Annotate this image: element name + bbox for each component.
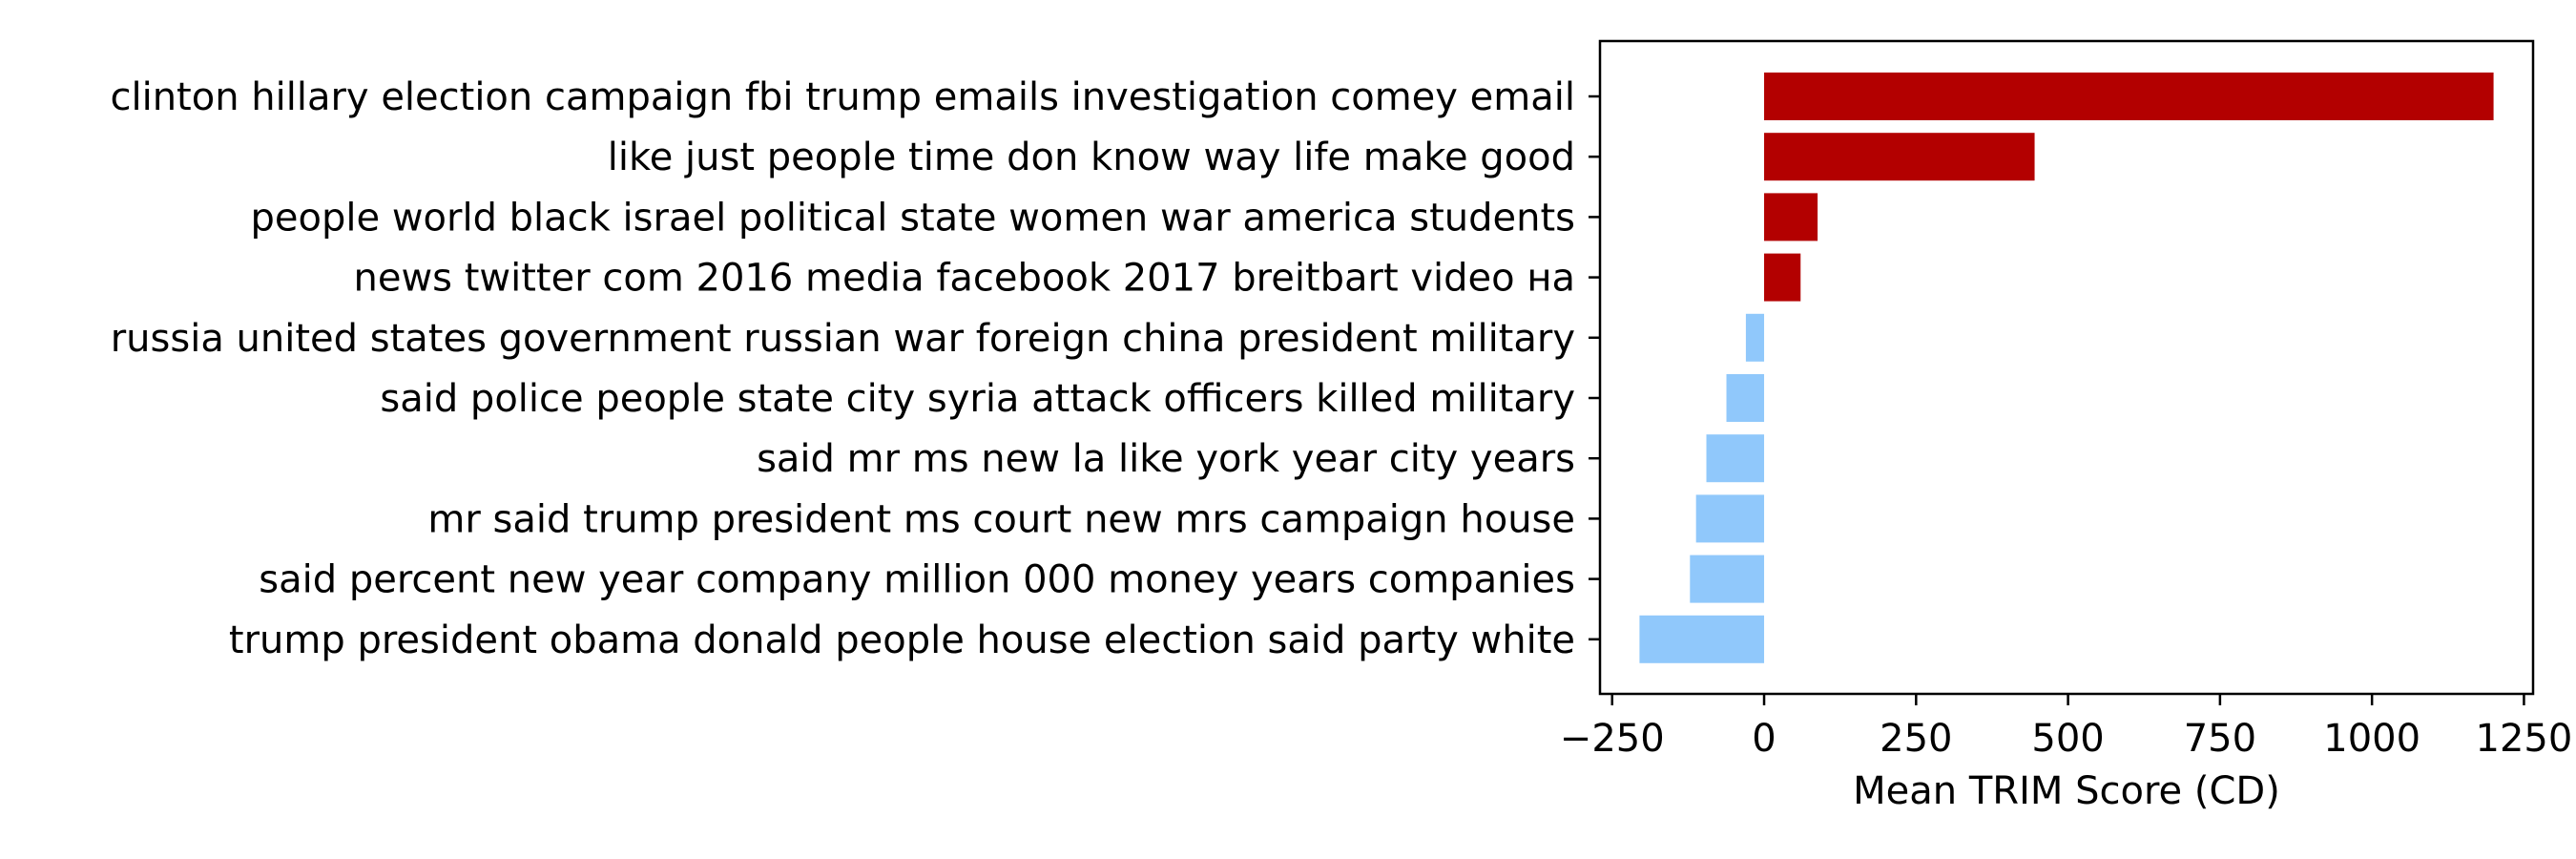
bars-group (1639, 73, 2494, 663)
x-axis-ticks: −250 0 250 500 750 1000 1250 (1560, 694, 2573, 761)
y-tick-label: trump president obama donald people hous… (229, 618, 1575, 662)
bar (1690, 555, 1765, 603)
y-tick-label: news twitter com 2016 media facebook 201… (353, 257, 1575, 301)
y-tick-label: people world black israel political stat… (251, 196, 1575, 240)
x-tick-label: 750 (2184, 717, 2256, 761)
bar (1764, 193, 1818, 241)
y-tick-label: like just people time don know way life … (608, 136, 1575, 179)
plot-frame (1598, 39, 2535, 696)
bar (1706, 434, 1765, 483)
bar (1764, 133, 2035, 181)
y-tick-label: clinton hillary election campaign fbi tr… (110, 75, 1575, 119)
y-tick-label: said police people state city syria atta… (380, 377, 1575, 421)
y-tick-label: said mr ms new la like york year city ye… (757, 437, 1575, 481)
x-tick-label: 0 (1752, 717, 1776, 761)
x-tick-label: 500 (2031, 717, 2104, 761)
x-tick-label: 1000 (2323, 717, 2420, 761)
y-tick-label: mr said trump president ms court new mrs… (427, 497, 1575, 541)
x-tick-label: −250 (1560, 717, 1665, 761)
x-tick-label: 250 (1880, 717, 1952, 761)
y-tick-label: russia united states government russian … (111, 317, 1575, 361)
y-axis-ticks: clinton hillary election campaign fbi tr… (110, 75, 1600, 662)
bar (1764, 73, 2494, 120)
bar (1695, 494, 1765, 543)
x-axis-label: Mean TRIM Score (CD) (1853, 769, 2280, 813)
x-tick-label: 1250 (2476, 717, 2573, 761)
y-tick-label: said percent new year company million 00… (259, 558, 1575, 602)
bar (1726, 374, 1765, 422)
bar (1639, 615, 1765, 663)
bar (1764, 253, 1801, 302)
bar (1745, 313, 1765, 362)
